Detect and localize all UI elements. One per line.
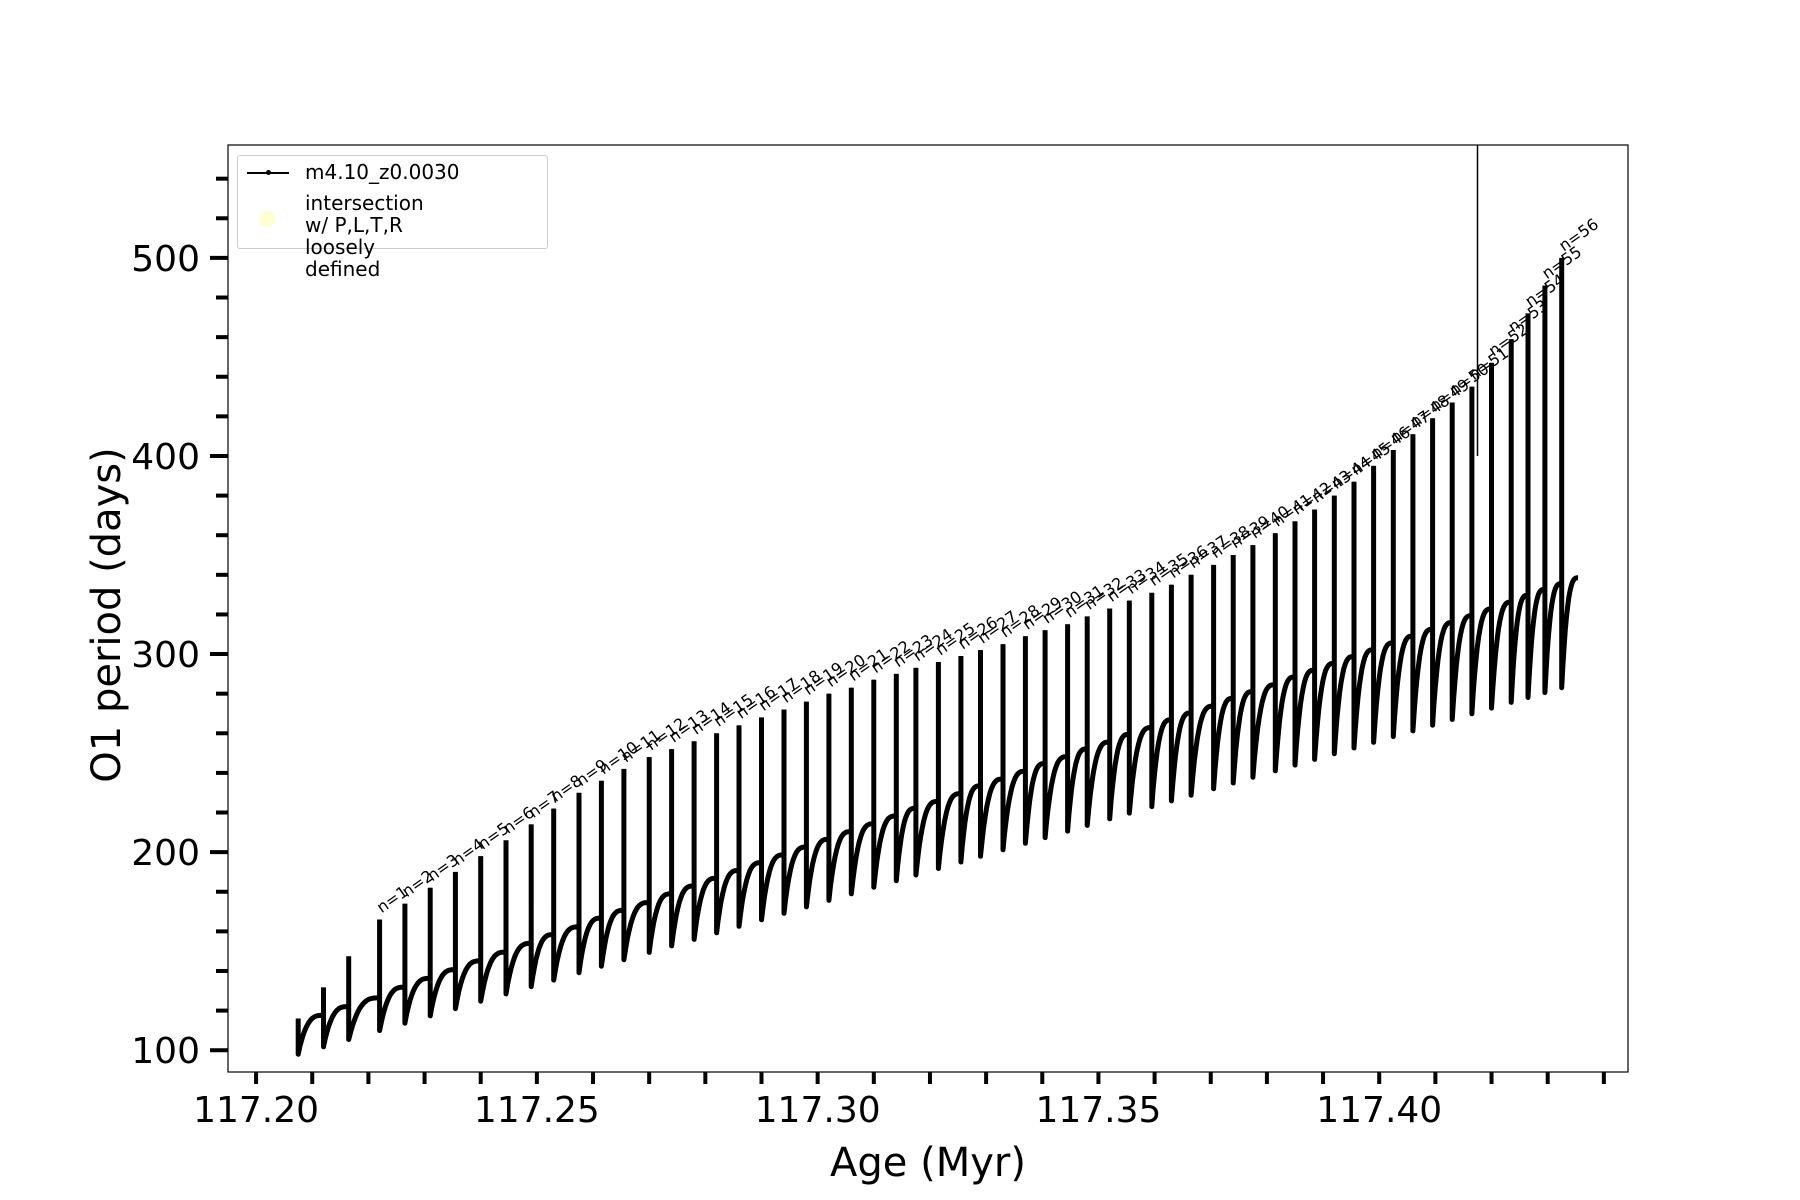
- y-tick-label: 500: [131, 239, 200, 280]
- x-tick-label: 117.25: [474, 1090, 600, 1131]
- legend-dot-marker: [266, 170, 271, 175]
- legend-label-series: m4.10_z0.0030: [305, 160, 460, 184]
- x-axis-ticks: 117.20 117.25 117.30 117.35 117.40: [193, 1072, 1606, 1131]
- y-tick-label: 100: [131, 1031, 200, 1072]
- y-tick-label: 300: [131, 635, 200, 676]
- plot-frame: [227, 144, 1629, 1073]
- legend: m4.10_z0.0030 intersection w/ P,L,T,R lo…: [237, 155, 548, 280]
- x-tick-label: 117.30: [755, 1090, 881, 1131]
- series-layer: [295, 145, 1580, 1057]
- y-axis-label: O1 period (days): [84, 447, 130, 782]
- legend-circle-marker: [259, 211, 275, 227]
- y-axis-ticks: 100 200 300 400 500: [131, 176, 228, 1072]
- x-tick-label: 117.40: [1316, 1090, 1442, 1131]
- series-line-m4.10_z0.0030: [295, 257, 1580, 1057]
- x-tick-label: 117.20: [193, 1090, 319, 1131]
- x-axis-label: Age (Myr): [830, 1140, 1026, 1186]
- y-tick-label: 400: [131, 437, 200, 478]
- x-tick-label: 117.35: [1035, 1090, 1161, 1131]
- y-tick-label: 200: [131, 833, 200, 874]
- legend-label-intersection: intersection w/ P,L,T,R loosely defined: [305, 191, 424, 281]
